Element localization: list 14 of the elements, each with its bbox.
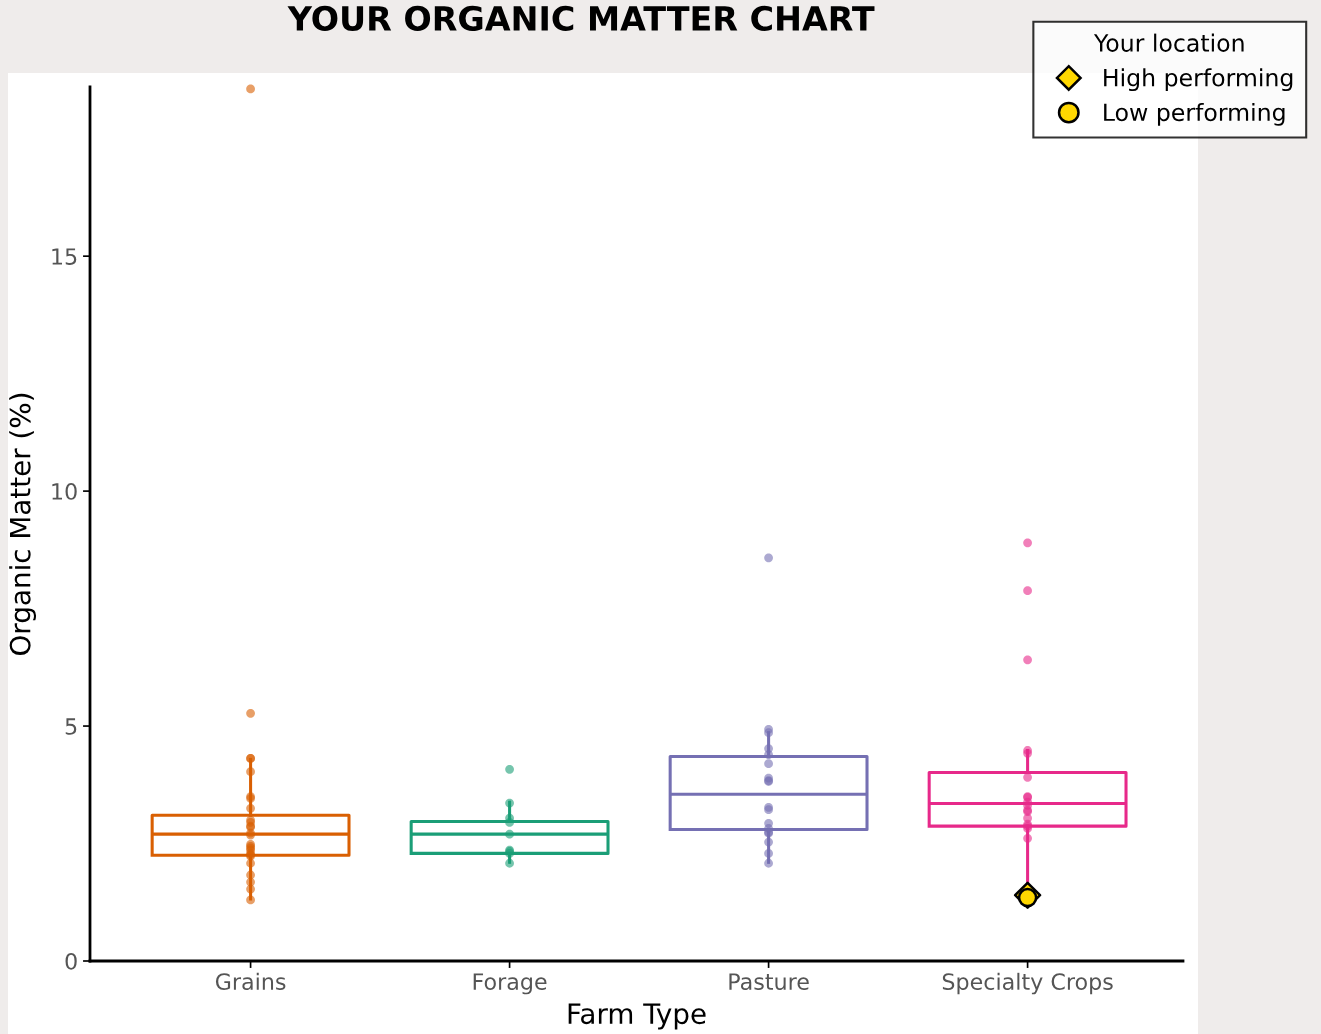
y-tick-label: 10	[52, 483, 77, 500]
legend-title: Your location	[1093, 33, 1244, 52]
x-axis-title: Farm Type	[568, 1003, 706, 1030]
y-tick-label: 0	[65, 952, 77, 970]
x-tick-label: Specialty Crops	[942, 972, 1113, 995]
x-tick-label: Pasture	[729, 973, 809, 991]
y-tick-label: 15	[52, 248, 77, 265]
y-tick-label: 5	[65, 718, 77, 735]
y-axis-title: Organic Matter (%)	[9, 393, 37, 655]
legend-label: Low performing	[1104, 102, 1285, 126]
x-tick-label: Forage	[473, 973, 547, 995]
chart-title: YOUR ORGANIC MATTER CHART	[287, 5, 875, 31]
x-tick-label: Grains	[215, 972, 286, 991]
legend-label: High performing	[1104, 68, 1293, 92]
